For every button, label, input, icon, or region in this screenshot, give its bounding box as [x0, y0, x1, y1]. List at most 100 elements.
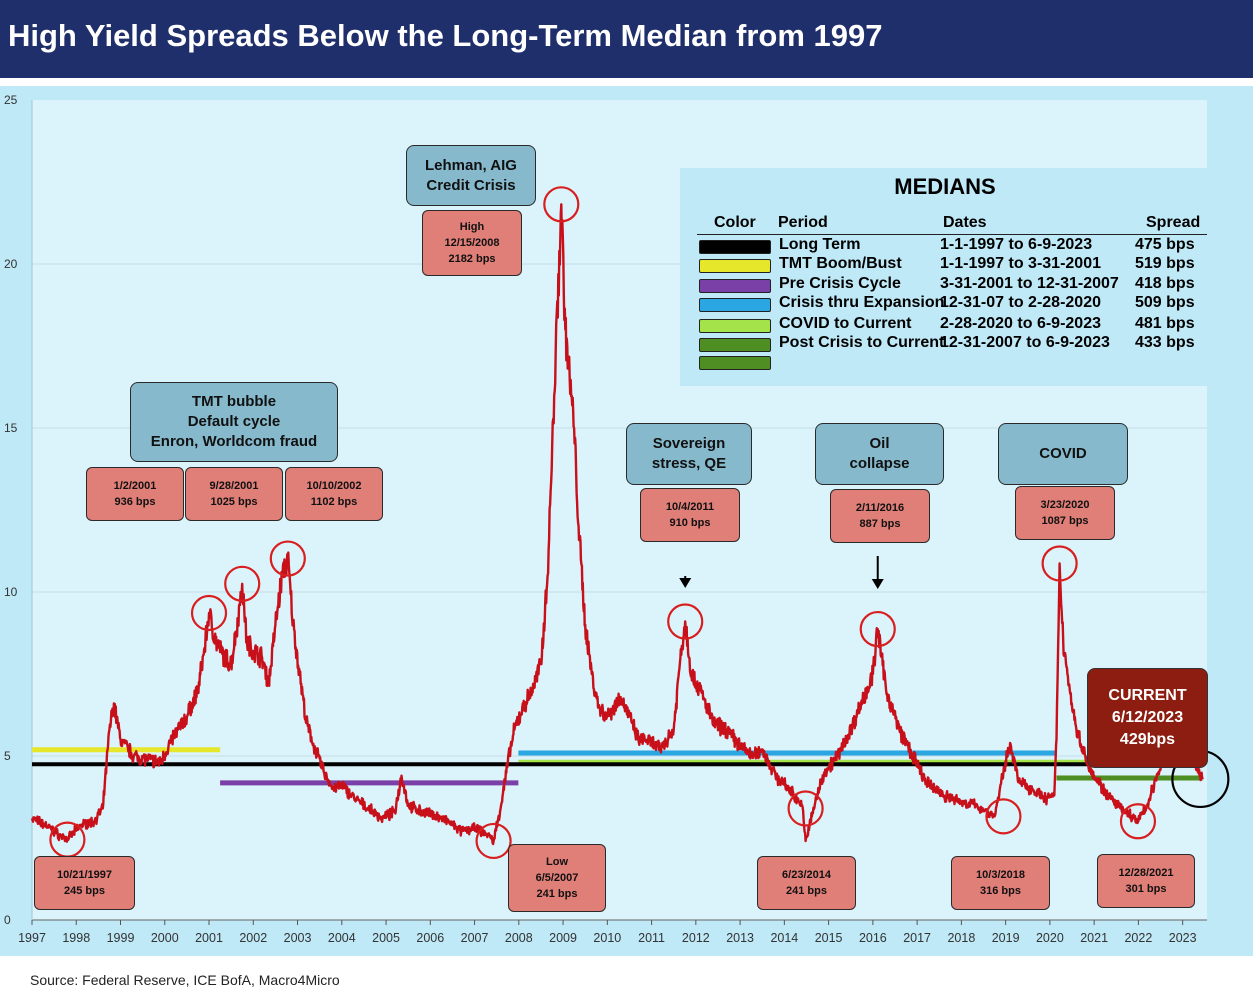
x-tick-label: 2013: [726, 931, 754, 945]
legend-row: TMT Boom/Bust 1-1-1997 to 3-31-2001 519 bp…: [680, 255, 1210, 275]
legend-divider: [697, 234, 1207, 235]
label-box-2001-jan-line-1: 1/2/2001: [113, 480, 157, 492]
highlight-circle: [475, 822, 512, 860]
x-tick-label: 2008: [505, 931, 533, 945]
event-box-covid-line-1: COVID: [1039, 445, 1087, 462]
arrow-head: [871, 579, 884, 589]
medians-legend: MEDIANS Color Period Dates Spread Long T…: [680, 168, 1210, 386]
highlight-circle: [543, 186, 580, 223]
legend-spread: 418 bps: [1135, 275, 1195, 292]
label-box-2018-line-1: 10/3/2018: [976, 869, 1025, 881]
label-box-2016-line-2: 887 bps: [859, 518, 901, 530]
y-tick-label: 20: [4, 257, 18, 271]
legend-period: Post Crisis to Current: [779, 334, 945, 351]
legend-dates: 12-31-07 to 2-28-2020: [940, 294, 1101, 311]
x-tick-label: 2002: [239, 931, 267, 945]
event-box-lehman: Lehman, AIG Credit Crisis: [406, 145, 536, 206]
label-box-2001-jan-line-2: 936 bps: [114, 496, 156, 508]
event-box-tmt: TMT bubble Default cycle Enron, Worldcom…: [130, 382, 338, 462]
legend-period: Crisis thru Expansion: [779, 294, 945, 311]
x-tick-label: 2007: [461, 931, 489, 945]
x-tick-label: 2022: [1124, 931, 1152, 945]
legend-dates: 1-1-1997 to 3-31-2001: [940, 255, 1101, 272]
spread-line: [30, 203, 1204, 846]
label-box-2011: 10/4/2011 910 bps: [640, 488, 740, 542]
x-tick-label: 2003: [284, 931, 312, 945]
event-box-oil: Oil collapse: [815, 423, 944, 485]
legend-period: COVID to Current: [779, 315, 912, 332]
legend-row: Pre Crisis Cycle 3-31-2001 to 12-31-2007 4…: [680, 275, 1210, 295]
page-title: High Yield Spreads Below the Long-Term M…: [8, 18, 883, 53]
legend-row: COVID to Current 2-28-2020 to 6-9-2023 481…: [680, 315, 1210, 335]
label-box-2018-line-2: 316 bps: [980, 885, 1021, 897]
legend-spread: 509 bps: [1135, 294, 1195, 311]
x-tick-label: 2021: [1080, 931, 1108, 945]
legend-period: Long Term: [779, 236, 861, 253]
label-box-2002-oct-line-2: 1102 bps: [310, 496, 358, 508]
label-box-2001-sep-line-2: 1025 bps: [210, 496, 258, 508]
label-box-1997-line-2: 245 bps: [64, 885, 105, 897]
x-tick-label: 1997: [18, 931, 46, 945]
highlight-circle: [1119, 803, 1157, 840]
x-tick-label: 2001: [195, 931, 223, 945]
legend-title: MEDIANS: [894, 174, 996, 199]
legend-header-color: Color: [714, 214, 756, 231]
x-tick-label: 2005: [372, 931, 400, 945]
label-box-2020-line-1: 3/23/2020: [1040, 499, 1090, 511]
label-box-1997-line-1: 10/21/1997: [56, 869, 113, 881]
legend-row: Crisis thru Expansion 12-31-07 to 2-28-20…: [680, 294, 1210, 314]
event-box-covid: COVID: [998, 423, 1128, 485]
x-tick-label: 2006: [416, 931, 444, 945]
highlight-circle: [269, 540, 306, 577]
label-box-high-line-1: High: [459, 221, 485, 233]
x-tick-label: 2012: [682, 931, 710, 945]
x-tick-label: 2000: [151, 931, 179, 945]
label-box-2001-sep: 9/28/2001 1025 bps: [185, 467, 283, 521]
x-tick-label: 2019: [992, 931, 1020, 945]
event-box-tmt-line-2: Default cycle: [187, 413, 281, 430]
label-box-2014-line-1: 6/23/2014: [782, 869, 831, 881]
label-box-2016-line-1: 2/11/2016: [855, 502, 905, 514]
x-tick-label: 2016: [859, 931, 887, 945]
highlight-circle: [224, 565, 261, 602]
label-box-2021-line-1: 12/28/2021: [1118, 867, 1174, 879]
event-box-sovereign-line-1: Sovereign: [652, 435, 726, 452]
legend-spread: 433 bps: [1135, 334, 1195, 351]
title-bar: High Yield Spreads Below the Long-Term M…: [0, 0, 1253, 78]
current-box-line-2: 6/12/2023: [1111, 709, 1184, 726]
y-tick-label: 5: [4, 749, 11, 763]
event-box-sovereign-line-2: stress, QE: [651, 455, 727, 472]
highlight-circle: [667, 603, 704, 640]
label-box-2020: 3/23/2020 1087 bps: [1015, 486, 1115, 540]
legend-dates: 1-1-1997 to 6-9-2023: [940, 236, 1093, 253]
highlight-circle: [859, 610, 896, 648]
chart-panel: 0 5 10 15 20 25 1997 1998 1999 2000 2001 2002 2003 20…: [0, 86, 1253, 956]
event-box-lehman-line-2: Credit Crisis: [426, 176, 516, 194]
legend-swatch: [699, 338, 771, 352]
x-tick-label: 2009: [549, 931, 577, 945]
highlight-circle: [787, 790, 824, 827]
event-box-sovereign: Sovereign stress, QE: [626, 423, 752, 485]
legend-header-dates: Dates: [943, 214, 987, 231]
legend-header-spread: Spread: [1146, 214, 1201, 231]
legend-swatch: [699, 279, 771, 293]
x-tick-label: 2011: [638, 931, 665, 945]
current-box-line-1: CURRENT: [1108, 687, 1187, 704]
label-box-2018: 10/3/2018 316 bps: [951, 856, 1050, 910]
legend-row: Post Crisis to Current 12-31-2007 to 6-9-…: [680, 334, 1210, 354]
highlight-circle: [190, 594, 228, 632]
legend-swatch: [699, 259, 771, 273]
label-box-high: High 12/15/2008 2182 bps: [422, 210, 522, 276]
label-box-2001-sep-line-1: 9/28/2001: [209, 480, 259, 492]
legend-spread: 475 bps: [1135, 236, 1195, 253]
legend-header-period: Period: [778, 214, 828, 231]
label-box-2014-line-2: 241 bps: [786, 885, 827, 897]
label-box-low-line-1: Low: [546, 856, 568, 868]
label-box-2002-oct-line-1: 10/10/2002: [306, 480, 362, 492]
event-box-tmt-line-1: TMT bubble: [191, 393, 277, 410]
label-box-2021: 12/28/2021 301 bps: [1097, 854, 1195, 908]
legend-spread: 519 bps: [1135, 255, 1195, 272]
label-box-2001-jan: 1/2/2001 936 bps: [86, 467, 184, 521]
label-box-2011-line-1: 10/4/2011: [665, 501, 715, 513]
y-tick-label: 0: [4, 913, 11, 927]
